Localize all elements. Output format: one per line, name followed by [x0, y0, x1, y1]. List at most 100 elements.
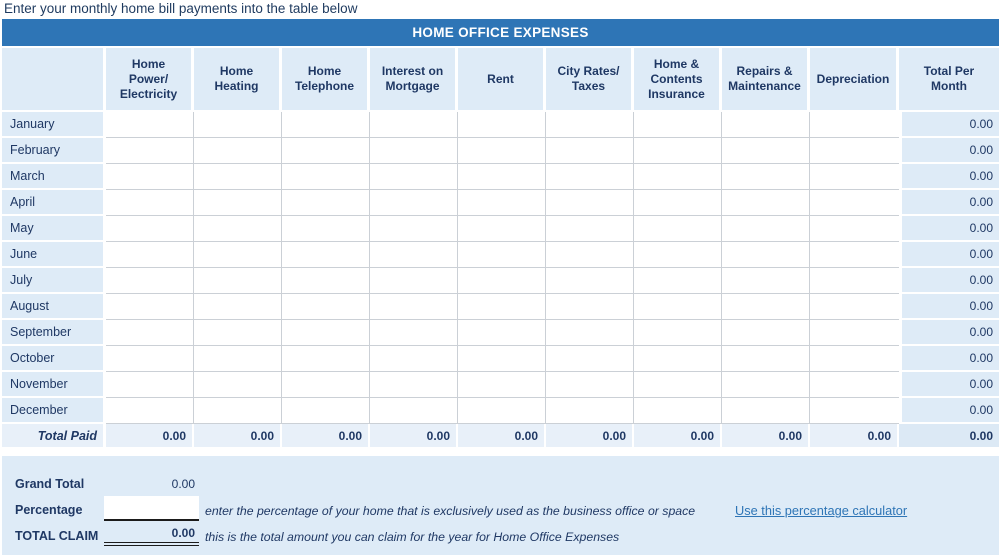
expense-input-cell[interactable] — [282, 138, 370, 164]
expense-input-cell[interactable] — [370, 294, 458, 320]
expense-input-cell[interactable] — [810, 346, 899, 372]
expense-input-cell[interactable] — [458, 190, 546, 216]
expense-input-cell[interactable] — [722, 242, 810, 268]
expense-input-cell[interactable] — [194, 268, 282, 294]
expense-input-cell[interactable] — [810, 164, 899, 190]
expense-input-cell[interactable] — [194, 372, 282, 398]
expense-input-cell[interactable] — [722, 112, 810, 138]
expense-input-cell[interactable] — [546, 190, 634, 216]
expense-input-cell[interactable] — [634, 372, 722, 398]
expense-input-cell[interactable] — [810, 268, 899, 294]
expense-input-cell[interactable] — [106, 216, 194, 242]
expense-input-cell[interactable] — [722, 294, 810, 320]
percentage-calculator-link[interactable]: Use this percentage calculator — [735, 503, 908, 518]
expense-input-cell[interactable] — [546, 138, 634, 164]
expense-input-cell[interactable] — [458, 112, 546, 138]
expense-input-cell[interactable] — [634, 398, 722, 424]
expense-input-cell[interactable] — [194, 190, 282, 216]
expense-input-cell[interactable] — [810, 372, 899, 398]
expense-input-cell[interactable] — [370, 216, 458, 242]
expense-input-cell[interactable] — [634, 268, 722, 294]
expense-input-cell[interactable] — [106, 398, 194, 424]
expense-input-cell[interactable] — [458, 294, 546, 320]
expense-input-cell[interactable] — [634, 346, 722, 372]
expense-input-cell[interactable] — [370, 268, 458, 294]
expense-input-cell[interactable] — [458, 398, 546, 424]
expense-input-cell[interactable] — [810, 190, 899, 216]
expense-input-cell[interactable] — [106, 294, 194, 320]
expense-input-cell[interactable] — [458, 242, 546, 268]
expense-input-cell[interactable] — [546, 242, 634, 268]
expense-input-cell[interactable] — [106, 320, 194, 346]
expense-input-cell[interactable] — [810, 242, 899, 268]
expense-input-cell[interactable] — [370, 320, 458, 346]
expense-input-cell[interactable] — [282, 164, 370, 190]
expense-input-cell[interactable] — [370, 372, 458, 398]
expense-input-cell[interactable] — [194, 216, 282, 242]
expense-input-cell[interactable] — [106, 112, 194, 138]
expense-input-cell[interactable] — [722, 138, 810, 164]
expense-input-cell[interactable] — [546, 372, 634, 398]
expense-input-cell[interactable] — [458, 372, 546, 398]
expense-input-cell[interactable] — [810, 320, 899, 346]
expense-input-cell[interactable] — [810, 138, 899, 164]
expense-input-cell[interactable] — [370, 138, 458, 164]
expense-input-cell[interactable] — [370, 164, 458, 190]
expense-input-cell[interactable] — [194, 242, 282, 268]
expense-input-cell[interactable] — [370, 190, 458, 216]
expense-input-cell[interactable] — [810, 112, 899, 138]
expense-input-cell[interactable] — [546, 294, 634, 320]
expense-input-cell[interactable] — [722, 320, 810, 346]
expense-input-cell[interactable] — [546, 398, 634, 424]
expense-input-cell[interactable] — [722, 164, 810, 190]
expense-input-cell[interactable] — [282, 294, 370, 320]
percentage-input-cell[interactable] — [104, 496, 199, 521]
expense-input-cell[interactable] — [106, 164, 194, 190]
expense-input-cell[interactable] — [546, 268, 634, 294]
expense-input-cell[interactable] — [106, 138, 194, 164]
expense-input-cell[interactable] — [458, 216, 546, 242]
expense-input-cell[interactable] — [634, 164, 722, 190]
expense-input-cell[interactable] — [546, 346, 634, 372]
expense-input-cell[interactable] — [634, 320, 722, 346]
expense-input-cell[interactable] — [810, 216, 899, 242]
expense-input-cell[interactable] — [282, 242, 370, 268]
expense-input-cell[interactable] — [722, 372, 810, 398]
expense-input-cell[interactable] — [282, 190, 370, 216]
expense-input-cell[interactable] — [634, 112, 722, 138]
expense-input-cell[interactable] — [634, 216, 722, 242]
expense-input-cell[interactable] — [458, 164, 546, 190]
expense-input-cell[interactable] — [194, 138, 282, 164]
expense-input-cell[interactable] — [722, 268, 810, 294]
expense-input-cell[interactable] — [722, 216, 810, 242]
expense-input-cell[interactable] — [634, 138, 722, 164]
expense-input-cell[interactable] — [810, 294, 899, 320]
expense-input-cell[interactable] — [458, 346, 546, 372]
expense-input-cell[interactable] — [194, 346, 282, 372]
expense-input-cell[interactable] — [810, 398, 899, 424]
expense-input-cell[interactable] — [282, 398, 370, 424]
expense-input-cell[interactable] — [194, 398, 282, 424]
expense-input-cell[interactable] — [722, 398, 810, 424]
expense-input-cell[interactable] — [546, 320, 634, 346]
expense-input-cell[interactable] — [722, 346, 810, 372]
expense-input-cell[interactable] — [106, 372, 194, 398]
expense-input-cell[interactable] — [458, 268, 546, 294]
expense-input-cell[interactable] — [194, 294, 282, 320]
expense-input-cell[interactable] — [106, 268, 194, 294]
expense-input-cell[interactable] — [282, 112, 370, 138]
expense-input-cell[interactable] — [458, 138, 546, 164]
expense-input-cell[interactable] — [282, 216, 370, 242]
expense-input-cell[interactable] — [546, 216, 634, 242]
expense-input-cell[interactable] — [282, 320, 370, 346]
expense-input-cell[interactable] — [194, 320, 282, 346]
expense-input-cell[interactable] — [106, 190, 194, 216]
expense-input-cell[interactable] — [370, 242, 458, 268]
expense-input-cell[interactable] — [282, 268, 370, 294]
expense-input-cell[interactable] — [634, 242, 722, 268]
expense-input-cell[interactable] — [106, 346, 194, 372]
expense-input-cell[interactable] — [194, 112, 282, 138]
expense-input-cell[interactable] — [546, 112, 634, 138]
expense-input-cell[interactable] — [370, 398, 458, 424]
expense-input-cell[interactable] — [106, 242, 194, 268]
